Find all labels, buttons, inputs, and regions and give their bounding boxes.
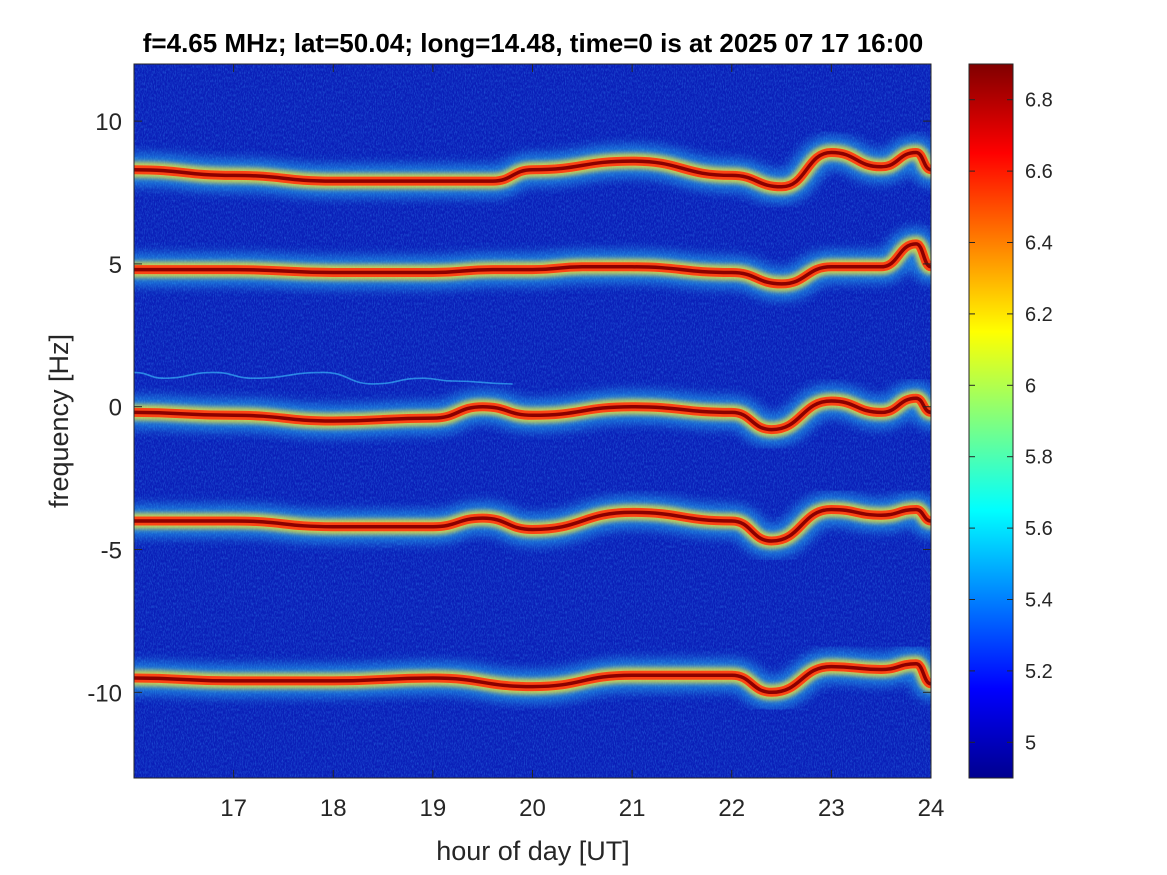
band-layer (134, 135, 931, 710)
colorbar: 5 5.2 5.4 5.6 5.8 6 6.2 6.4 6.6 6.8 (968, 63, 1053, 779)
colorbar-tick-label: 5.8 (1025, 447, 1053, 469)
y-tick-label: 10 (95, 109, 122, 136)
colorbar-tick-label: 5.6 (1025, 518, 1053, 540)
band-1-stroke (134, 150, 931, 189)
colorbar-tick-label: 5.2 (1025, 661, 1053, 683)
colorbar-tick-label: 6.2 (1025, 304, 1053, 326)
chart-title: f=4.65 MHz; lat=50.04; long=14.48, time=… (143, 28, 923, 58)
colorbar-gradient (968, 63, 1014, 779)
y-tick-label: -10 (87, 680, 122, 707)
band-3 (134, 381, 931, 447)
colorbar-tick-label: 6.4 (1025, 233, 1053, 255)
y-tick-label: 5 (109, 252, 122, 279)
faint-trace-1 (134, 371, 513, 385)
x-tick-label: 23 (818, 795, 845, 822)
y-tick-label: -5 (101, 538, 122, 565)
plot-area: 17 18 19 20 21 22 23 24 -10 -5 0 5 10 (87, 63, 944, 822)
band-2-stroke (134, 242, 931, 286)
band-3-stroke (134, 396, 931, 432)
band-4 (134, 492, 931, 558)
y-axis-label: frequency [Hz] (44, 334, 74, 508)
colorbar-tick-label: 6 (1025, 375, 1036, 397)
colorbar-tick-label: 5 (1025, 732, 1036, 754)
colorbar-ticks: 5 5.2 5.4 5.6 5.8 6 6.2 6.4 6.6 6.8 (969, 90, 1053, 754)
x-tick-label: 17 (220, 795, 247, 822)
x-tick-label: 18 (320, 795, 347, 822)
x-tick-label: 19 (420, 795, 447, 822)
band-5 (134, 646, 931, 710)
y-tick-label: 0 (109, 395, 122, 422)
band-5-stroke (134, 662, 931, 695)
x-tick-label: 24 (918, 795, 945, 822)
band-2 (134, 226, 931, 301)
band-4-stroke (134, 507, 931, 543)
x-tick-label: 22 (718, 795, 745, 822)
x-axis-label: hour of day [UT] (436, 836, 630, 866)
y-axis-ticks: -10 -5 0 5 10 (87, 109, 931, 707)
colorbar-tick-label: 6.8 (1025, 90, 1053, 112)
x-tick-label: 21 (619, 795, 646, 822)
colorbar-tick-label: 6.6 (1025, 161, 1053, 183)
band-1 (134, 135, 931, 204)
colorbar-tick-label: 5.4 (1025, 590, 1053, 612)
x-axis-ticks: 17 18 19 20 21 22 23 24 (220, 64, 944, 822)
x-tick-label: 20 (519, 795, 546, 822)
